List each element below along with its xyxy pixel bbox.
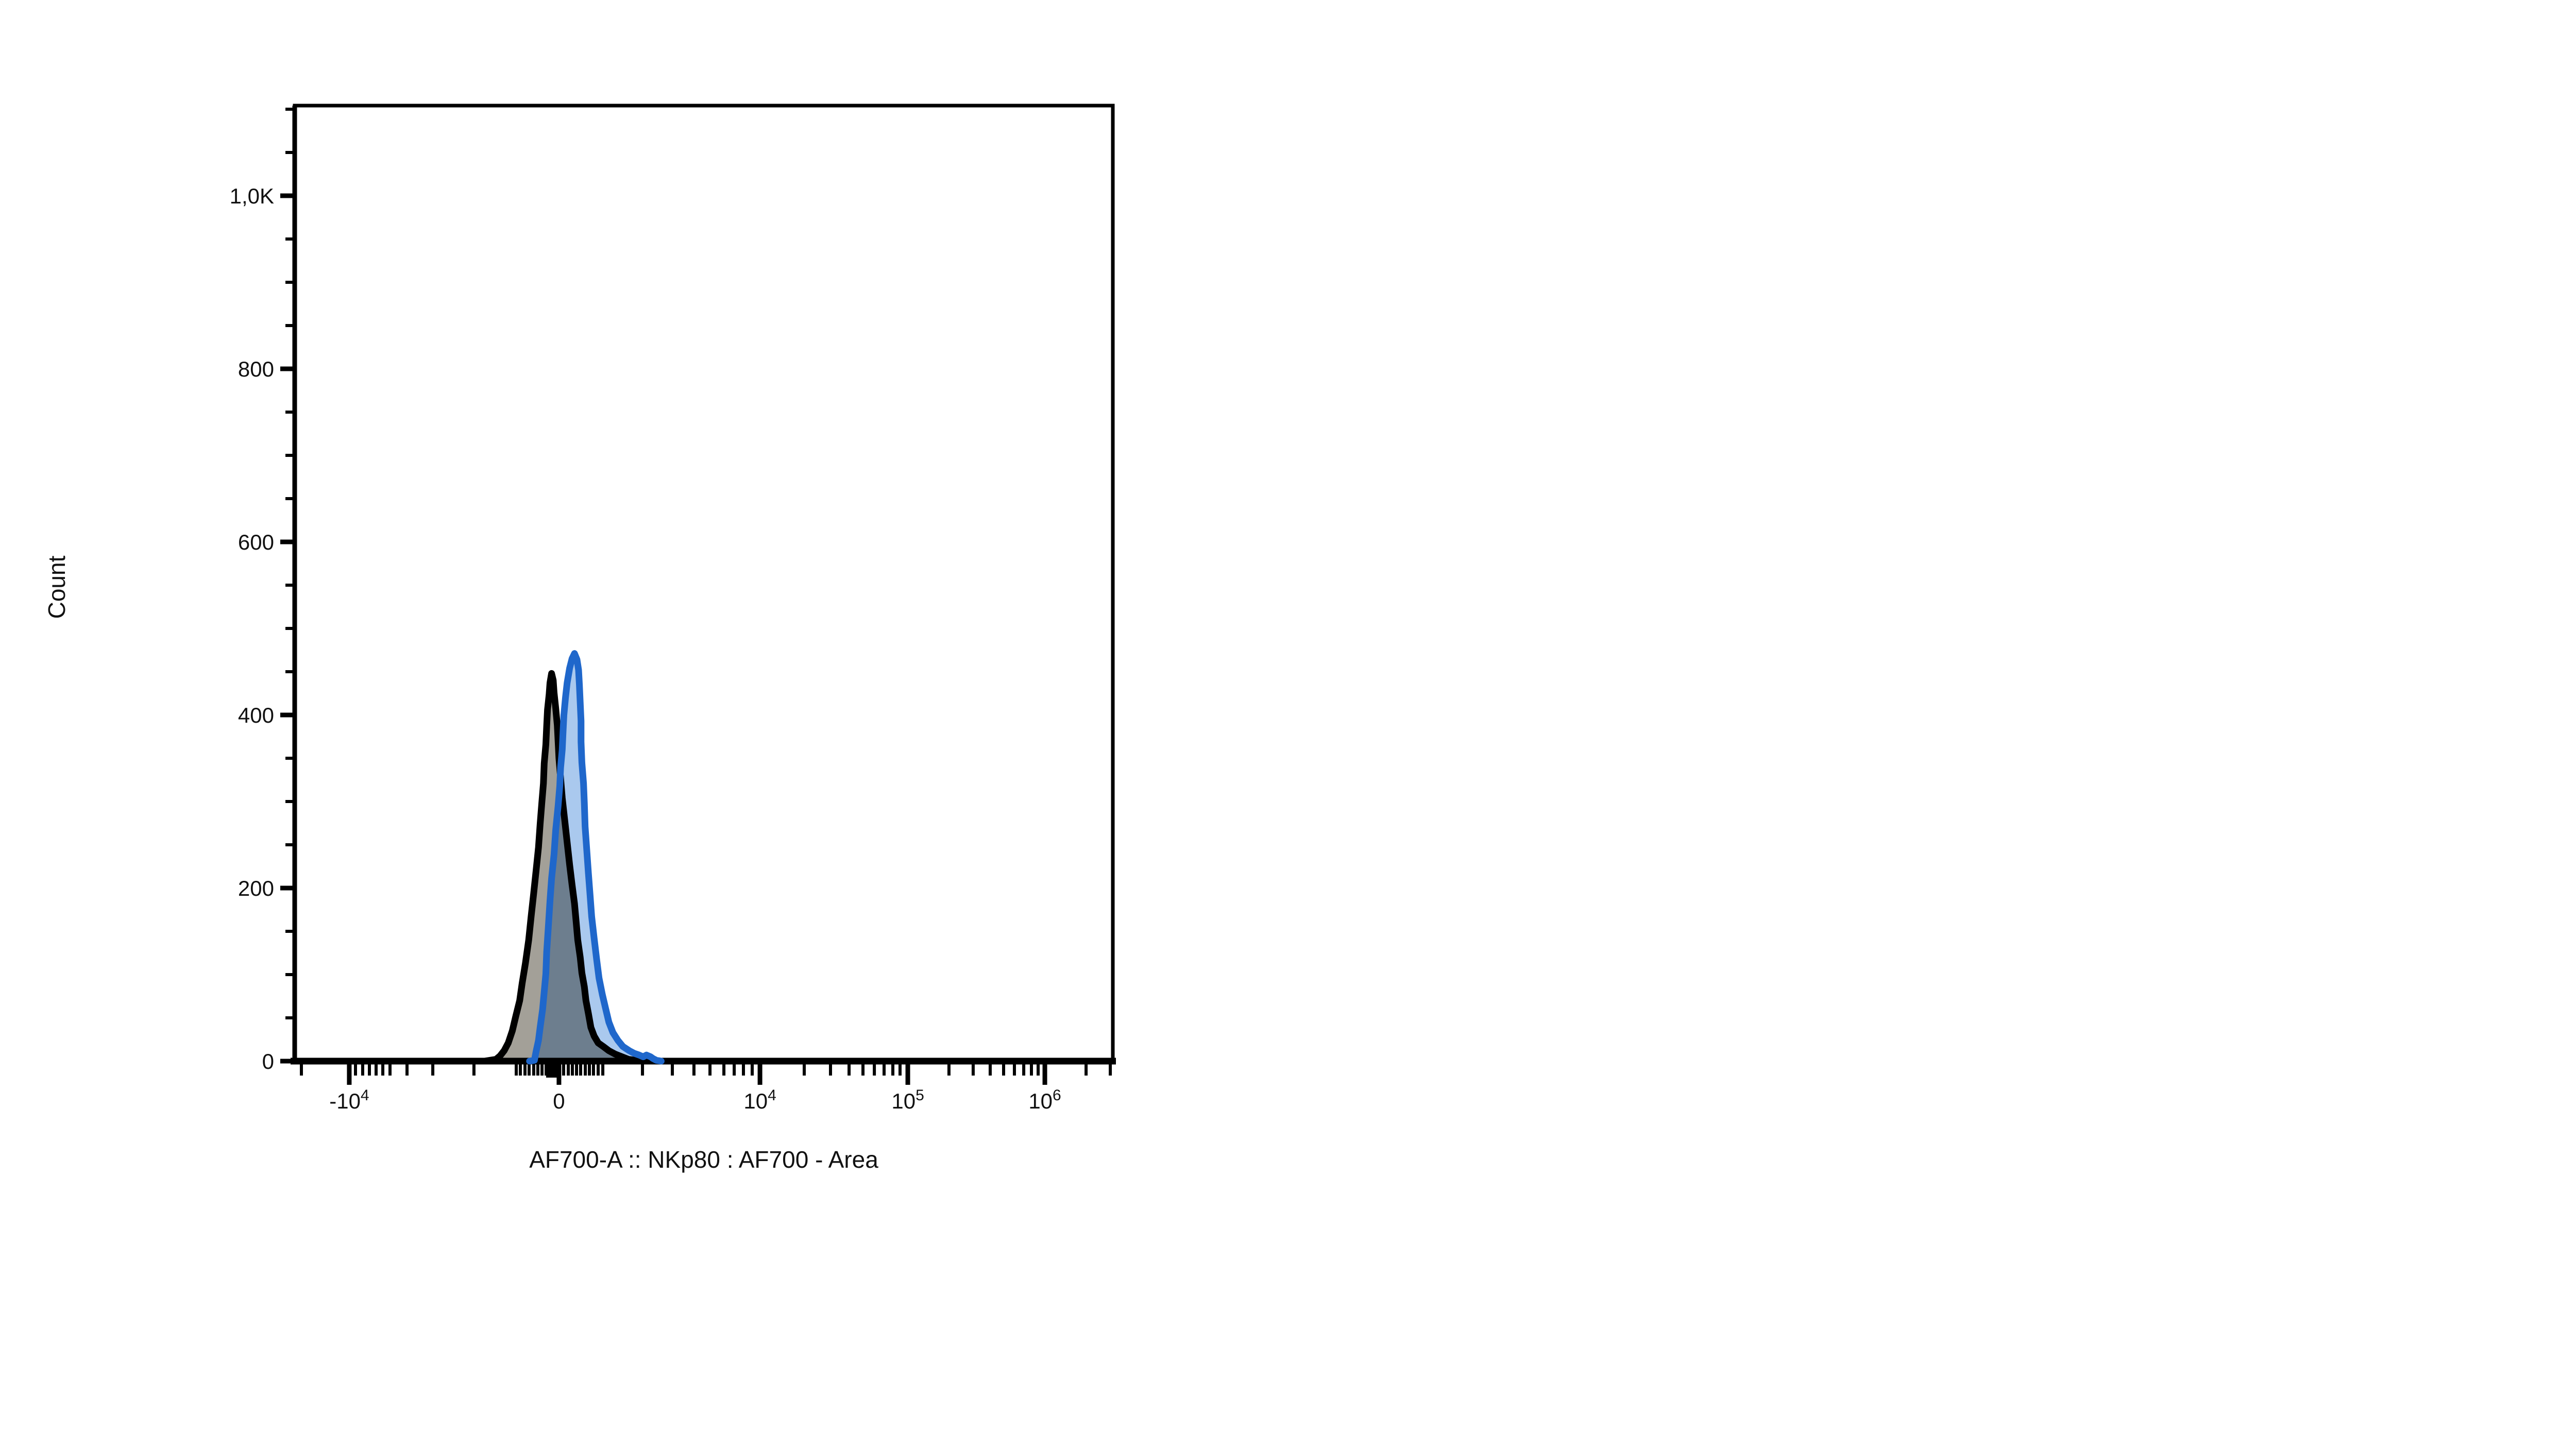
- plot-frame: [291, 104, 1116, 1065]
- histogram-fills: [484, 653, 662, 1061]
- x-tick-label: -104: [329, 1087, 369, 1113]
- axis-ticks: [280, 108, 1112, 1085]
- control-black-outline: [481, 670, 650, 1065]
- x-axis-title: AF700-A :: NKp80 : AF700 - Area: [529, 1146, 878, 1173]
- x-tick-label: 104: [743, 1087, 776, 1113]
- x-zero-thick-tick: [546, 1064, 561, 1078]
- y-tick-label: 800: [238, 357, 274, 381]
- y-tick-label: 600: [238, 530, 274, 554]
- x-tick-label: 105: [891, 1087, 924, 1113]
- y-tick-label: 200: [238, 876, 274, 900]
- y-tick-label: 0: [262, 1049, 274, 1073]
- plot-border: [293, 104, 1115, 1063]
- y-tick-label: 1,0K: [230, 184, 274, 208]
- x-tick-label: 106: [1028, 1087, 1061, 1113]
- x-tick-label: 0: [553, 1089, 565, 1113]
- y-tick-label: 400: [238, 703, 274, 727]
- axis-tick-labels: 0 200 400 600 800 1,0K -104 0 104 105 106: [230, 184, 1061, 1113]
- y-axis-title: Count: [43, 555, 70, 619]
- histogram-outlines: [481, 650, 665, 1065]
- sample-blue-outline: [526, 650, 665, 1065]
